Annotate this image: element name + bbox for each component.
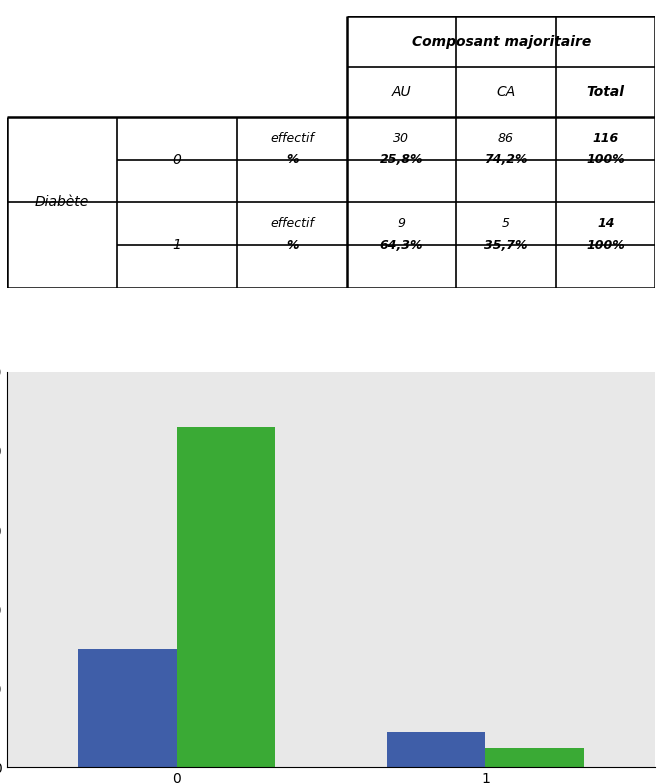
Text: 74,2%: 74,2% xyxy=(484,153,528,166)
Text: 0: 0 xyxy=(173,153,181,167)
Text: CA: CA xyxy=(496,85,516,99)
Text: effectif: effectif xyxy=(270,218,314,230)
Text: 14: 14 xyxy=(597,218,614,230)
Text: Total: Total xyxy=(587,85,625,99)
Bar xyxy=(485,748,585,767)
Text: %: % xyxy=(286,239,299,252)
Text: effectif: effectif xyxy=(270,132,314,145)
Text: 5: 5 xyxy=(502,218,510,230)
Text: Diabète: Diabète xyxy=(34,196,89,210)
Text: 9: 9 xyxy=(397,218,405,230)
Text: 25,8%: 25,8% xyxy=(379,153,423,166)
Bar xyxy=(177,428,275,767)
Text: 64,3%: 64,3% xyxy=(379,239,423,252)
Text: AU: AU xyxy=(392,85,411,99)
Text: %: % xyxy=(286,153,299,166)
Text: Composant majoritaire: Composant majoritaire xyxy=(412,34,591,49)
Text: 35,7%: 35,7% xyxy=(484,239,528,252)
Text: 86: 86 xyxy=(498,132,514,145)
Bar xyxy=(77,648,177,767)
Text: 30: 30 xyxy=(393,132,409,145)
Text: 100%: 100% xyxy=(587,239,625,252)
Bar xyxy=(387,732,485,767)
Text: 1: 1 xyxy=(173,239,181,252)
Text: 116: 116 xyxy=(592,132,619,145)
Text: 100%: 100% xyxy=(587,153,625,166)
